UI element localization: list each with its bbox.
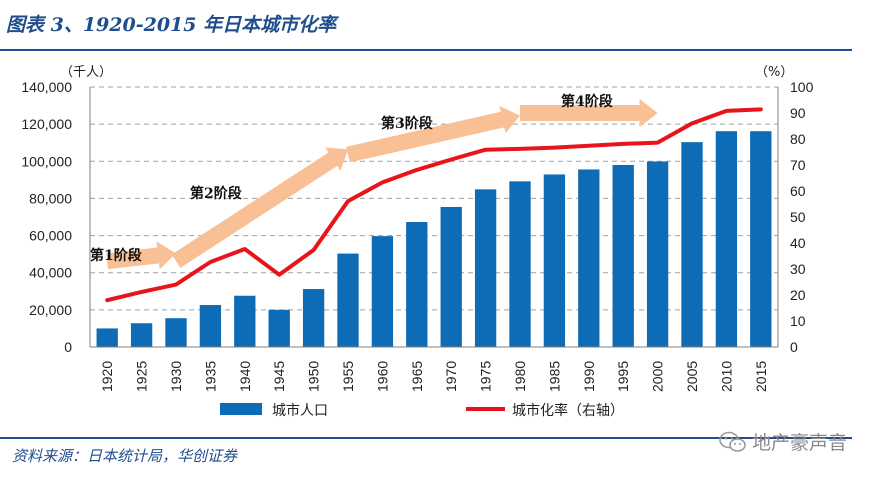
bar-urban-population xyxy=(715,131,738,347)
bar-urban-population xyxy=(165,318,187,347)
wechat-icon xyxy=(719,431,746,452)
y-left-tick-label: 60,000 xyxy=(29,228,72,244)
x-tick-label: 1995 xyxy=(615,361,631,392)
stage-label-4: 第4阶段 xyxy=(561,93,613,110)
y-right-tick-label: 60 xyxy=(790,183,806,199)
title-divider xyxy=(0,49,852,51)
y-right-tick-label: 0 xyxy=(790,339,798,355)
y-right-axis-label: （%） xyxy=(755,65,793,80)
bar-urban-population xyxy=(474,189,497,347)
bar-urban-population xyxy=(509,181,531,347)
bar-urban-population xyxy=(406,222,428,347)
y-left-tick-label: 0 xyxy=(64,339,72,355)
footer-divider xyxy=(0,437,852,439)
y-right-tick-label: 20 xyxy=(790,287,806,303)
y-right-tick-label: 10 xyxy=(790,313,806,329)
x-tick-label: 1985 xyxy=(546,361,562,392)
y-left-tick-label: 40,000 xyxy=(29,265,72,281)
bar-urban-population xyxy=(130,323,153,347)
source-note: 资料来源：日本统计局，华创证券 xyxy=(12,447,238,465)
y-right-tick-label: 100 xyxy=(790,79,814,95)
x-tick-label: 2015 xyxy=(753,361,769,392)
x-tick-label: 1945 xyxy=(271,361,287,392)
bar-urban-population xyxy=(199,305,222,347)
watermark: 地产豪声音 xyxy=(718,428,847,455)
x-tick-label: 1940 xyxy=(237,361,253,392)
chart-title: 图表 3、1920-2015 年日本城市化率 xyxy=(6,14,337,36)
y-left-tick-label: 120,000 xyxy=(21,116,72,132)
bar-urban-population xyxy=(646,161,669,347)
stage-label-3: 第3阶段 xyxy=(381,115,433,132)
stage-arrow-2 xyxy=(171,147,348,268)
stage-arrow-4 xyxy=(520,99,658,127)
y-right-tick-label: 30 xyxy=(790,261,806,277)
y-left-tick-label: 140,000 xyxy=(21,79,72,95)
stage-label-2: 第2阶段 xyxy=(190,185,242,202)
x-tick-label: 1925 xyxy=(134,361,150,392)
x-tick-label: 2010 xyxy=(718,361,734,392)
x-tick-label: 2000 xyxy=(650,361,666,392)
y-left-axis-label: （千人） xyxy=(60,65,112,80)
stage-label-1: 第1阶段 xyxy=(90,247,142,264)
x-tick-label: 1990 xyxy=(581,361,597,392)
bar-urban-population xyxy=(96,328,118,347)
legend-label-bar: 城市人口 xyxy=(272,402,328,419)
x-tick-label: 1920 xyxy=(99,361,115,392)
y-right-tick-label: 80 xyxy=(790,131,806,147)
y-right-tick-label: 50 xyxy=(790,209,806,225)
bar-urban-population xyxy=(371,236,394,347)
x-tick-label: 1975 xyxy=(478,361,494,392)
watermark-text: 地产豪声音 xyxy=(751,432,847,454)
x-tick-label: 1955 xyxy=(340,361,356,392)
x-tick-label: 1980 xyxy=(512,361,528,392)
bar-urban-population xyxy=(234,295,256,347)
bar-urban-population xyxy=(302,289,325,347)
x-tick-label: 2005 xyxy=(684,361,700,392)
y-right-tick-label: 40 xyxy=(790,235,806,251)
x-tick-label: 1970 xyxy=(443,361,459,392)
y-left-tick-label: 80,000 xyxy=(29,190,72,206)
stage-arrow-3 xyxy=(346,105,520,163)
bar-urban-population xyxy=(268,309,290,347)
line-urbanization-rate xyxy=(105,107,763,303)
bar-urban-population xyxy=(750,131,772,347)
x-tick-label: 1935 xyxy=(202,361,218,392)
legend-swatch-bar xyxy=(220,403,262,415)
y-right-tick-label: 70 xyxy=(790,157,806,173)
legend-label-line: 城市化率（右轴） xyxy=(512,402,624,419)
bar-urban-population xyxy=(578,169,600,347)
x-tick-label: 1950 xyxy=(306,361,322,392)
stage-arrow-1 xyxy=(106,241,176,270)
y-left-tick-label: 20,000 xyxy=(29,302,72,318)
y-right-tick-label: 90 xyxy=(790,105,806,121)
y-left-tick-label: 100,000 xyxy=(21,153,72,169)
bar-urban-population xyxy=(440,206,462,347)
bar-urban-population xyxy=(337,253,359,347)
x-tick-label: 1960 xyxy=(374,361,390,392)
x-tick-label: 1930 xyxy=(168,361,184,392)
x-tick-label: 1965 xyxy=(409,361,425,392)
bar-urban-population xyxy=(681,142,703,347)
bar-urban-population xyxy=(612,165,634,347)
bar-urban-population xyxy=(543,174,566,347)
